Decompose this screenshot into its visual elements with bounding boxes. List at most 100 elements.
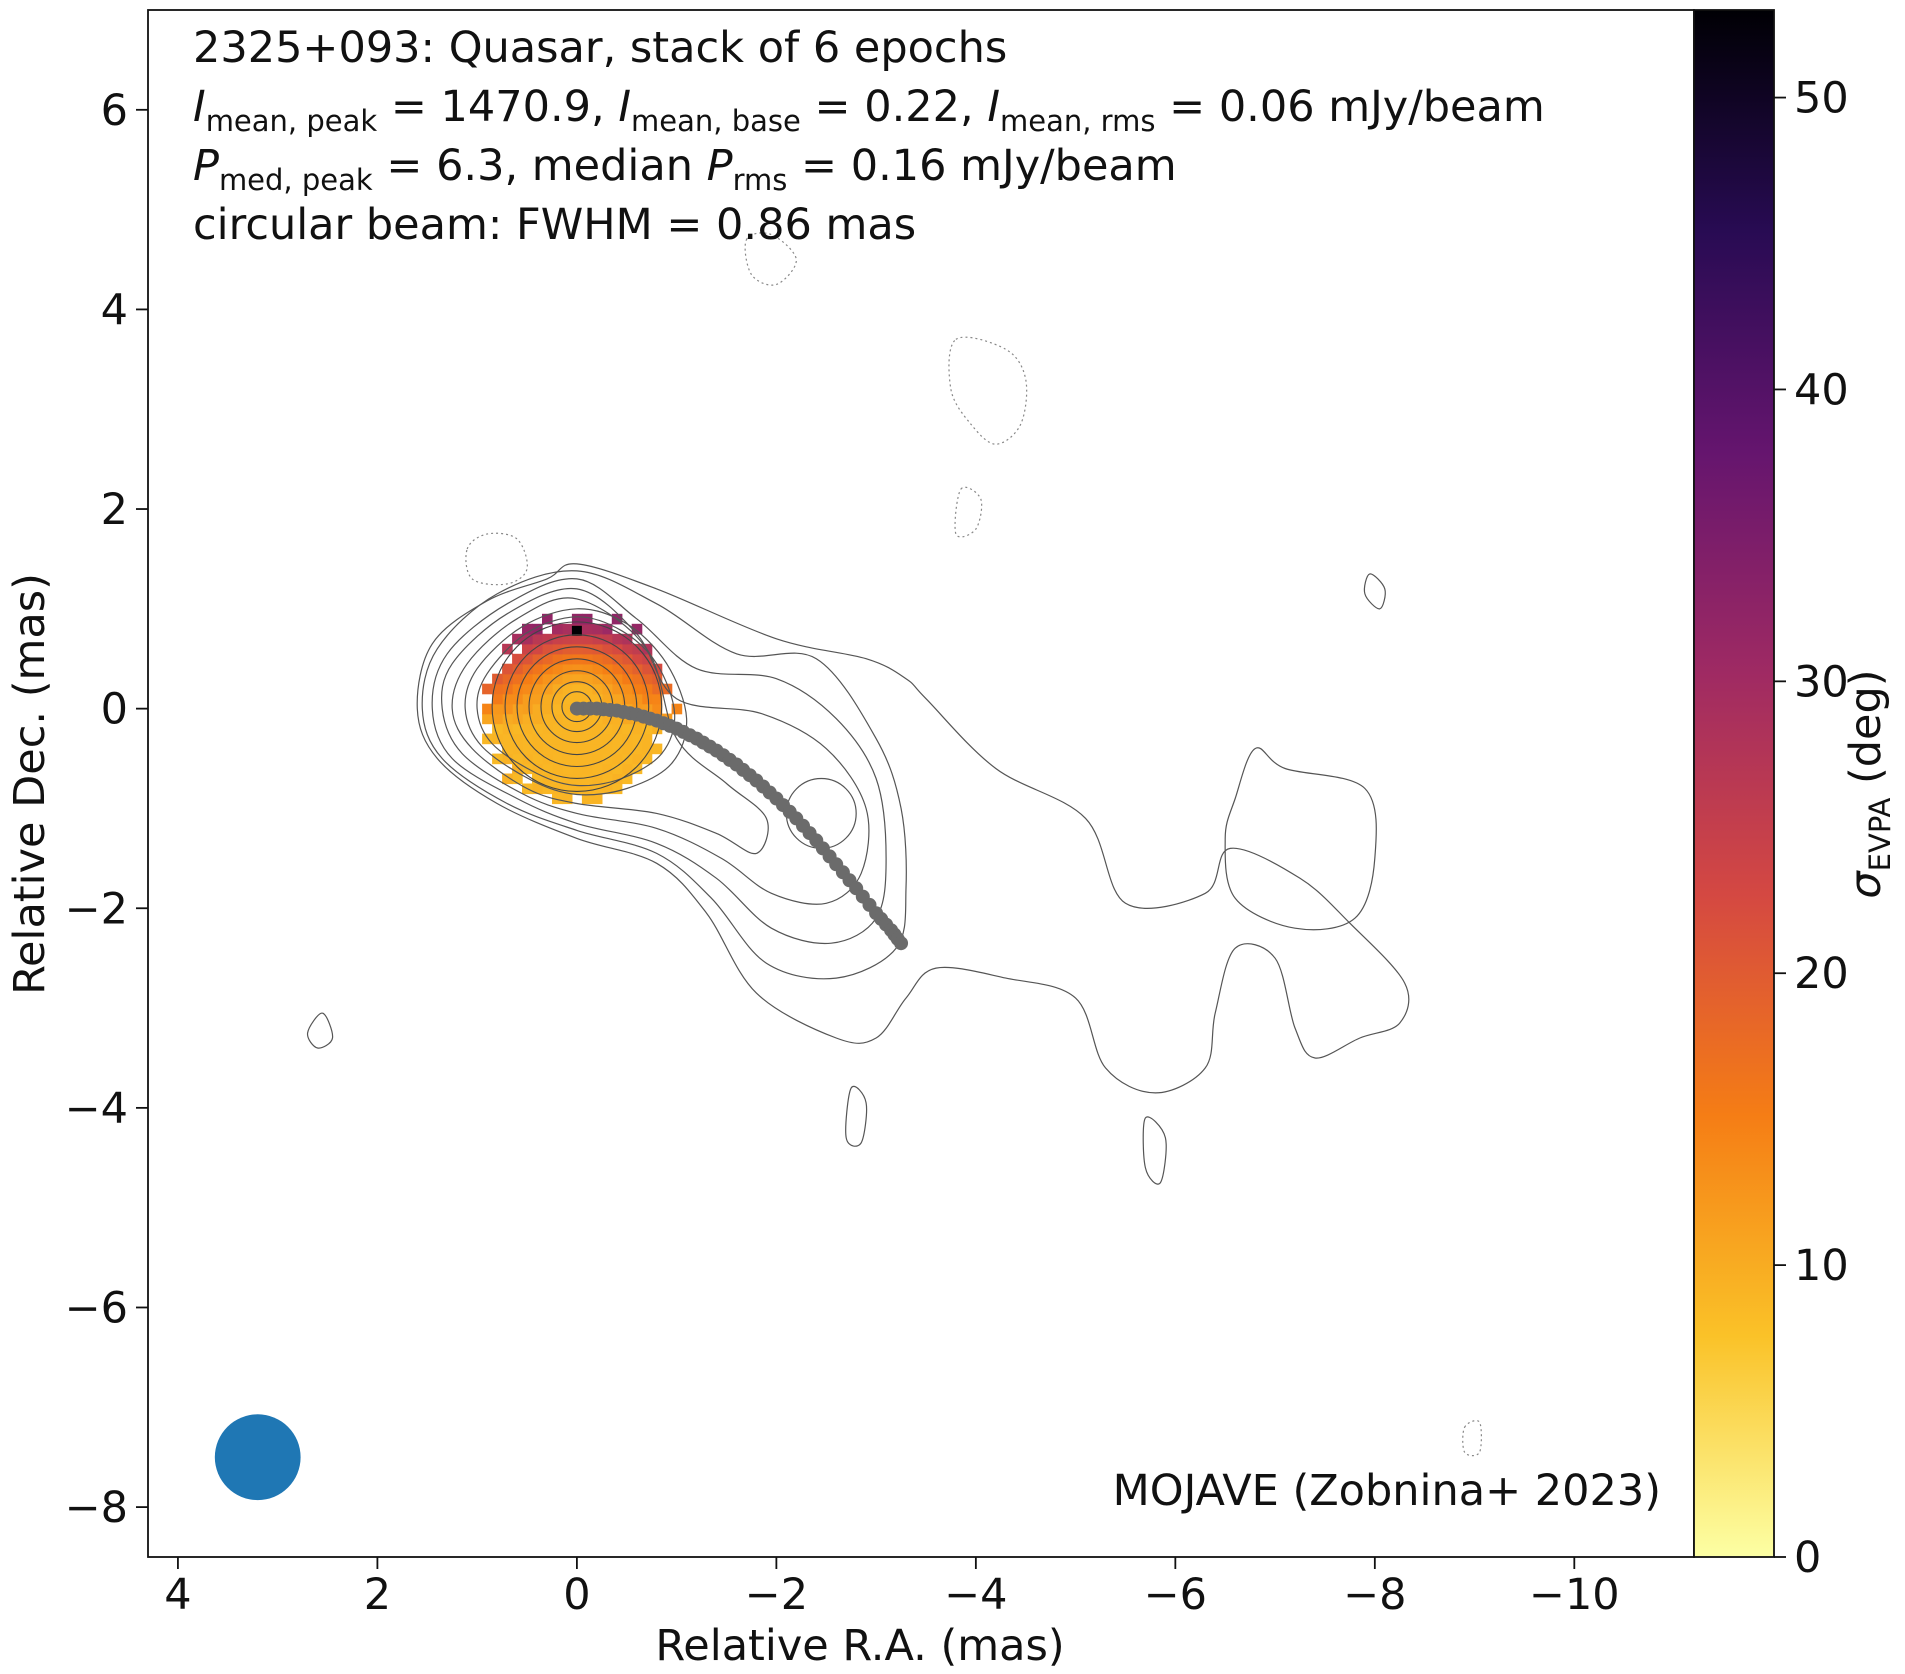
evpa-pixel [581,793,593,805]
colorbar-tick-label: 40 [1794,365,1849,415]
evpa-pixel [631,723,643,735]
evpa-pixel [631,653,643,665]
evpa-pixel [621,663,633,675]
evpa-pixel [571,743,583,755]
contour-line [421,570,907,980]
evpa-pixel [502,723,513,735]
x-tick-label: −6 [1144,1570,1207,1620]
colorbar-frame [1693,9,1775,1558]
evpa-pixel [502,753,513,765]
colorbar: 0 10 20 30 40 50 σEVPA (deg) [1693,9,1897,1583]
intensity-contours [306,232,1482,1457]
evpa-pixel [611,753,623,765]
evpa-pixel [502,663,513,675]
evpa-pixel [482,713,493,725]
x-axis-label: Relative R.A. (mas) [655,1621,1064,1671]
evpa-pixel [542,633,553,645]
evpa-pixel [601,653,613,665]
evpa-pixel [522,673,533,685]
evpa-pixel [611,723,623,735]
evpa-pixel [631,733,643,745]
evpa-pixel [561,643,573,655]
evpa-pixel [532,663,543,675]
y-axis-label: Relative Dec. (mas) [5,573,55,995]
evpa-pixel [571,733,583,745]
evpa-pixel [542,713,553,725]
y-tick-label: −6 [65,1283,128,1333]
evpa-pixel [482,703,493,715]
contour-line [416,563,1410,1094]
evpa-pixel [591,653,603,665]
evpa-pixel [522,663,533,675]
evpa-pixel [631,683,643,695]
evpa-pixel [561,713,573,725]
y-tick-label: 0 [101,685,128,735]
evpa-pixel [532,733,543,745]
evpa-pixel [591,733,603,745]
evpa-pixel [611,733,623,745]
evpa-pixel [611,663,623,675]
evpa-pixel [591,743,603,755]
evpa-pixel [502,673,513,685]
evpa-pixel [621,743,633,755]
evpa-pixel [581,643,593,655]
evpa-pixel [591,763,603,775]
evpa-pixel [512,763,523,775]
evpa-pixel [512,773,523,785]
evpa-pixel [542,643,553,655]
evpa-pixel [532,683,543,695]
evpa-pixel [631,623,643,635]
evpa-pixel [482,683,493,695]
evpa-pixel [492,733,503,745]
x-tick-label: −4 [944,1570,1007,1620]
evpa-pixel [611,713,623,725]
evpa-pixel [561,723,573,735]
evpa-pixel [542,673,553,685]
evpa-pixel [591,713,603,725]
title-line: circular beam: FWHM = 0.86 mas [193,200,916,250]
evpa-pixel [552,643,563,655]
evpa-pixel [522,643,533,655]
evpa-pixel [601,643,613,655]
evpa-pixel [591,623,603,635]
contour-line [451,597,769,855]
evpa-pixel [532,643,543,655]
evpa-pixel [601,673,613,685]
evpa-pixel [552,703,563,715]
evpa-pixel [552,663,563,675]
evpa-pixel [522,723,533,735]
evpa-pixel [621,693,633,705]
evpa-pixel [512,653,523,665]
evpa-pixel [591,663,603,675]
evpa-pixel [581,783,593,795]
evpa-pixel [581,683,593,695]
title-block: 2325+093: Quasar, stack of 6 epochs Imean… [193,23,1545,250]
evpa-pixel [552,773,563,785]
evpa-pixel [621,643,633,655]
evpa-pixel [552,793,563,805]
evpa-pixel [581,653,593,665]
y-tick-label: 4 [101,285,128,335]
evpa-pixel [641,743,653,755]
jet-ridge-line [569,701,909,951]
evpa-pixel [522,743,533,755]
evpa-pixel [641,733,653,745]
evpa-pixel [601,763,613,775]
evpa-pixel [591,693,603,705]
evpa-pixel [651,693,663,705]
colorbar-tick-label: 20 [1794,949,1849,999]
evpa-pixel [552,673,563,685]
contour-line [431,578,887,945]
evpa-pixel [611,773,623,785]
evpa-pixel [591,683,603,695]
evpa-pixel [512,713,523,725]
colorbar-gradient [1694,10,1774,1557]
y-axis: −8 −6 −4 −2 0 2 4 6 [65,86,148,1533]
evpa-pixel [651,723,663,735]
evpa-pixel [552,683,563,695]
evpa-pixel [512,723,523,735]
evpa-pixel [581,613,593,625]
evpa-pixel [532,773,543,785]
plot-background [148,10,1694,1557]
